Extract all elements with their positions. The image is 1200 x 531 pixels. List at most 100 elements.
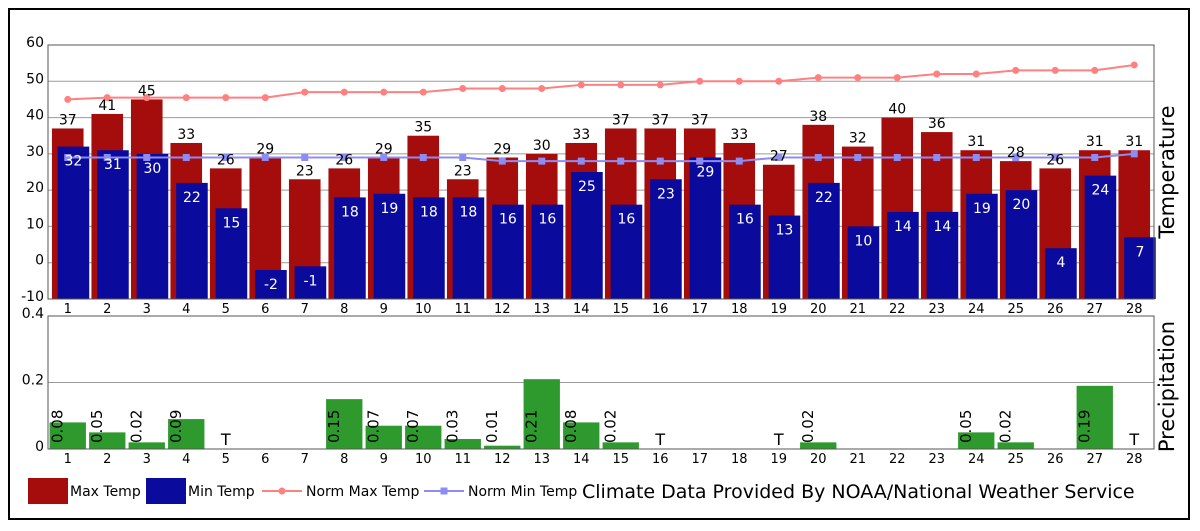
x-tick-label: 12 bbox=[494, 452, 511, 467]
x-tick-label: 25 bbox=[1007, 452, 1024, 467]
x-tick-label: 5 bbox=[222, 302, 230, 317]
x-tick-label: 28 bbox=[1126, 302, 1143, 317]
credit-text: Climate Data Provided By NOAA/National W… bbox=[582, 481, 1135, 503]
x-tick-label: 18 bbox=[731, 302, 748, 317]
y-tick-label: 50 bbox=[26, 71, 44, 87]
trace-label: T bbox=[220, 430, 231, 449]
norm-max-temp-point bbox=[182, 94, 190, 102]
x-tick-label: 4 bbox=[182, 302, 190, 317]
legend-label-norm-max-temp: Norm Max Temp bbox=[306, 484, 419, 500]
min-temp-label: 14 bbox=[934, 219, 952, 235]
precipitation-bar bbox=[365, 425, 402, 449]
y-tick-label: 20 bbox=[26, 180, 44, 196]
max-temp-label: 36 bbox=[928, 116, 946, 132]
norm-max-temp-point bbox=[775, 77, 783, 85]
x-tick-label: 7 bbox=[301, 452, 309, 467]
min-temp-bar bbox=[452, 197, 485, 299]
min-temp-bar bbox=[689, 157, 722, 299]
precipitation-bar bbox=[523, 379, 560, 449]
trace-label: T bbox=[1128, 430, 1139, 449]
x-tick-label: 23 bbox=[928, 452, 945, 467]
max-temp-label: 31 bbox=[967, 134, 985, 150]
norm-max-temp-point bbox=[893, 74, 901, 82]
precipitation-bar bbox=[563, 422, 600, 449]
precipitation-label: 0.02 bbox=[128, 410, 146, 443]
x-tick-label: 21 bbox=[849, 452, 866, 467]
norm-min-temp-point bbox=[222, 153, 230, 161]
min-temp-bar bbox=[215, 208, 248, 299]
x-tick-label: 14 bbox=[573, 302, 590, 317]
norm-min-temp-point bbox=[340, 153, 348, 161]
min-temp-bar bbox=[57, 146, 90, 299]
y-tick-label: 30 bbox=[26, 144, 44, 160]
x-tick-label: 22 bbox=[889, 302, 906, 317]
norm-min-temp-point bbox=[301, 153, 309, 161]
x-tick-label: 26 bbox=[1047, 452, 1064, 467]
x-tick-label: 20 bbox=[810, 452, 827, 467]
norm-max-temp-point bbox=[380, 88, 388, 96]
norm-min-temp-point bbox=[1091, 153, 1099, 161]
norm-min-temp-line bbox=[67, 152, 1135, 163]
norm-max-temp-point bbox=[854, 74, 862, 82]
norm-max-temp-point bbox=[222, 94, 230, 102]
min-temp-label: -2 bbox=[264, 277, 278, 293]
y-tick-label: 60 bbox=[26, 35, 44, 51]
x-tick-label: 3 bbox=[143, 452, 151, 467]
max-temp-label: 23 bbox=[296, 163, 314, 179]
min-temp-bar bbox=[926, 211, 959, 299]
x-tick-label: 14 bbox=[573, 452, 590, 467]
norm-max-temp-point bbox=[696, 77, 704, 85]
max-temp-label: 29 bbox=[375, 141, 393, 157]
x-tick-label: 28 bbox=[1126, 452, 1143, 467]
norm-min-temp-point bbox=[182, 153, 190, 161]
precipitation-label: 0.08 bbox=[49, 410, 67, 443]
x-tick-label: 13 bbox=[533, 452, 550, 467]
x-tick-label: 15 bbox=[612, 302, 629, 317]
min-temp-label: -1 bbox=[303, 273, 317, 289]
max-temp-label: 29 bbox=[493, 141, 511, 157]
precipitation-label: 0.05 bbox=[88, 410, 106, 443]
min-temp-label: 22 bbox=[183, 190, 201, 206]
min-temp-bar bbox=[887, 211, 919, 299]
min-temp-bar bbox=[373, 193, 406, 299]
norm-max-temp-point bbox=[459, 85, 467, 93]
norm-max-temp-point bbox=[1130, 61, 1138, 69]
min-temp-bar bbox=[610, 204, 643, 299]
max-temp-label: 26 bbox=[335, 152, 353, 168]
max-temp-label: 35 bbox=[414, 120, 432, 136]
max-temp-label: 45 bbox=[138, 83, 156, 99]
norm-min-temp-point bbox=[64, 153, 72, 161]
max-temp-label: 33 bbox=[730, 127, 748, 143]
norm-min-temp-point bbox=[103, 153, 111, 161]
x-tick-label: 19 bbox=[770, 302, 787, 317]
norm-min-temp-point bbox=[617, 157, 625, 165]
precipitation-bar bbox=[405, 425, 442, 449]
min-temp-bar bbox=[650, 179, 682, 299]
x-tick-label: 10 bbox=[415, 452, 432, 467]
y-axis-title: Temperature bbox=[1155, 105, 1179, 239]
norm-min-temp-point bbox=[459, 153, 467, 161]
max-temp-label: 41 bbox=[98, 98, 116, 114]
min-temp-label: 4 bbox=[1056, 255, 1065, 271]
norm-max-temp-point bbox=[64, 95, 72, 103]
x-tick-label: 2 bbox=[103, 302, 111, 317]
legend-label-min-temp: Min Temp bbox=[188, 484, 255, 500]
min-temp-label: 30 bbox=[144, 161, 162, 177]
x-tick-label: 22 bbox=[889, 452, 906, 467]
y-tick-label: -10 bbox=[21, 289, 44, 305]
precipitation-label: 0.01 bbox=[483, 410, 501, 443]
x-tick-label: 25 bbox=[1007, 302, 1024, 317]
precipitation-label: 0.09 bbox=[167, 410, 185, 443]
min-temp-label: 18 bbox=[460, 204, 478, 220]
legend-swatch-min-temp bbox=[146, 478, 186, 504]
max-temp-label: 37 bbox=[651, 112, 669, 128]
precipitation-label: 0.02 bbox=[602, 410, 620, 443]
min-temp-bar bbox=[808, 182, 840, 299]
x-tick-label: 20 bbox=[810, 302, 827, 317]
x-tick-label: 24 bbox=[968, 452, 985, 467]
min-temp-bar bbox=[966, 193, 998, 299]
norm-min-temp-point bbox=[814, 153, 822, 161]
min-temp-bar bbox=[571, 172, 603, 299]
x-tick-label: 11 bbox=[454, 452, 471, 467]
min-temp-bar bbox=[97, 150, 129, 299]
